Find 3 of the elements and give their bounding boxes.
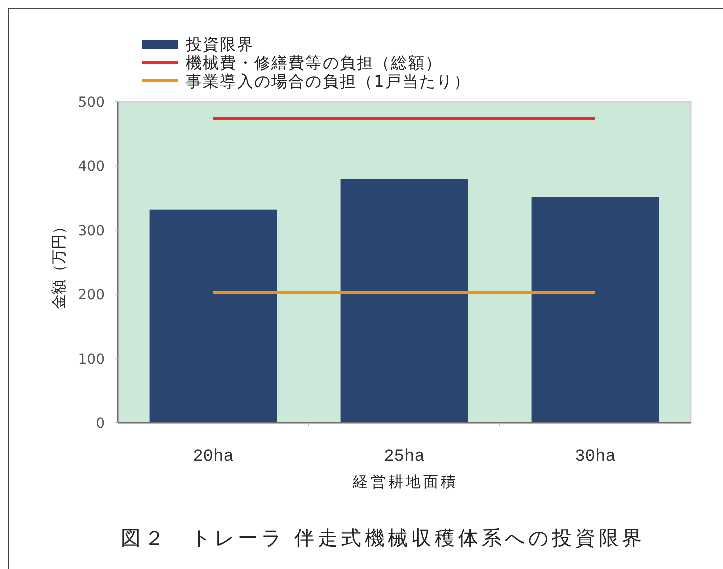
title: 図２ トレーラ 伴走式機械収穫体系への投資限界	[121, 526, 646, 550]
ylabel: 金額（万円）	[50, 220, 68, 310]
xlabel: 経営耕地面積	[353, 473, 459, 491]
